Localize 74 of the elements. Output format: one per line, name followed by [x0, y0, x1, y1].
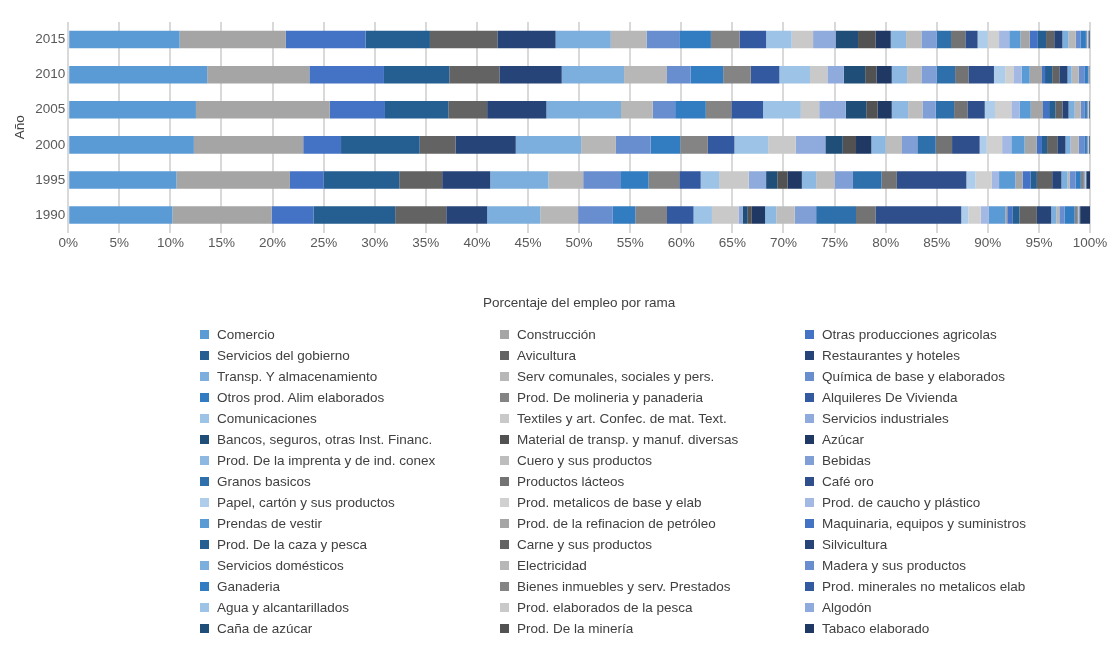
x-tick-label: 0%: [58, 235, 78, 251]
legend-label: Prod. De molineria y panaderia: [517, 390, 704, 405]
x-tick-label: 5%: [109, 235, 130, 251]
x-tick-label: 25%: [310, 235, 338, 251]
legend-label: Alquileres De Vivienda: [822, 390, 958, 405]
legend-label: Prod. De la caza y pesca: [217, 537, 368, 552]
legend-label: Restaurantes y hoteles: [822, 348, 961, 363]
x-tick-label: 45%: [514, 235, 542, 251]
x-tick-label: 20%: [259, 235, 287, 251]
x-axis-title: Porcentaje del empleo por rama: [483, 294, 676, 310]
y-tick-label: 2000: [35, 136, 66, 152]
x-tick-label: 80%: [872, 235, 900, 251]
legend-label: Otras producciones agricolas: [822, 327, 997, 342]
legend-label: Algodón: [822, 600, 872, 615]
x-tick-label: 60%: [667, 235, 695, 251]
y-tick-label: 2010: [35, 66, 66, 82]
y-tick-label: 1995: [35, 171, 66, 187]
legend-label: Servicios domésticos: [217, 558, 344, 573]
x-tick-label: 70%: [769, 235, 797, 251]
legend-label: Carne y sus productos: [517, 537, 653, 552]
legend-label: Café oro: [822, 474, 874, 489]
legend-label: Granos basicos: [217, 474, 311, 489]
x-tick-label: 55%: [616, 235, 644, 251]
legend-label: Comercio: [217, 327, 275, 342]
x-tick-label: 85%: [923, 235, 951, 251]
legend-label: Bancos, seguros, otras Inst. Financ.: [217, 432, 433, 447]
x-tick-label: 65%: [718, 235, 746, 251]
legend-label: Prendas de vestir: [217, 516, 323, 531]
legend-label: Ganaderia: [217, 579, 281, 594]
x-tick-label: 90%: [974, 235, 1002, 251]
legend-label: Avicultura: [517, 348, 577, 363]
legend-label: Prod. de caucho y plástico: [822, 495, 981, 510]
x-tick-label: 100%: [1072, 235, 1108, 251]
legend-label: Cuero y sus productos: [517, 453, 653, 468]
legend-label: Azúcar: [822, 432, 865, 447]
legend-label: Otros prod. Alim elaborados: [217, 390, 385, 405]
legend-label: Agua y alcantarillados: [217, 600, 350, 615]
legend-label: Prod. elaborados de la pesca: [517, 600, 693, 615]
legend-label: Servicios industriales: [822, 411, 949, 426]
x-tick-label: 75%: [821, 235, 849, 251]
y-tick-label: 2015: [35, 31, 66, 47]
legend-label: Prod. De la minería: [517, 621, 634, 636]
legend-label: Bebidas: [822, 453, 871, 468]
legend-label: Productos lácteos: [517, 474, 625, 489]
x-tick-label: 50%: [565, 235, 593, 251]
x-tick-label: 40%: [463, 235, 491, 251]
legend-label: Química de base y elaborados: [822, 369, 1006, 384]
x-tick-label: 30%: [361, 235, 389, 251]
x-tick-label: 95%: [1025, 235, 1053, 251]
legend-label: Caña de azúcar: [217, 621, 313, 636]
legend-label: Prod. minerales no metalicos elab: [822, 579, 1026, 594]
legend-label: Prod. metalicos de base y elab: [517, 495, 702, 510]
x-tick-label: 10%: [156, 235, 184, 251]
legend-label: Electricidad: [517, 558, 587, 573]
y-tick-label: 1990: [35, 206, 66, 222]
y-tick-label: 2005: [35, 101, 66, 117]
legend-label: Comunicaciones: [217, 411, 317, 426]
legend-label: Construcción: [517, 327, 596, 342]
legend-label: Bienes inmuebles y serv. Prestados: [517, 579, 731, 594]
legend-label: Silvicultura: [822, 537, 888, 552]
legend-label: Serv comunales, sociales y pers.: [517, 369, 715, 384]
legend-label: Transp. Y almacenamiento: [217, 369, 378, 384]
legend-label: Textiles y art. Confec. de mat. Text.: [517, 411, 727, 426]
legend-label: Tabaco elaborado: [822, 621, 930, 636]
legend-label: Maquinaria, equipos y suministros: [822, 516, 1027, 531]
y-axis-title: Año: [11, 115, 27, 140]
legend-label: Servicios del gobierno: [217, 348, 350, 363]
x-tick-label: 35%: [412, 235, 440, 251]
legend-label: Material de transp. y manuf. diversas: [517, 432, 739, 447]
legend-label: Prod. De la imprenta y de ind. conex: [217, 453, 436, 468]
legend-label: Madera y sus productos: [822, 558, 967, 573]
legend-label: Prod. de la refinacion de petróleo: [517, 516, 716, 531]
x-tick-label: 15%: [207, 235, 236, 251]
legend-label: Papel, cartón y sus productos: [217, 495, 395, 510]
